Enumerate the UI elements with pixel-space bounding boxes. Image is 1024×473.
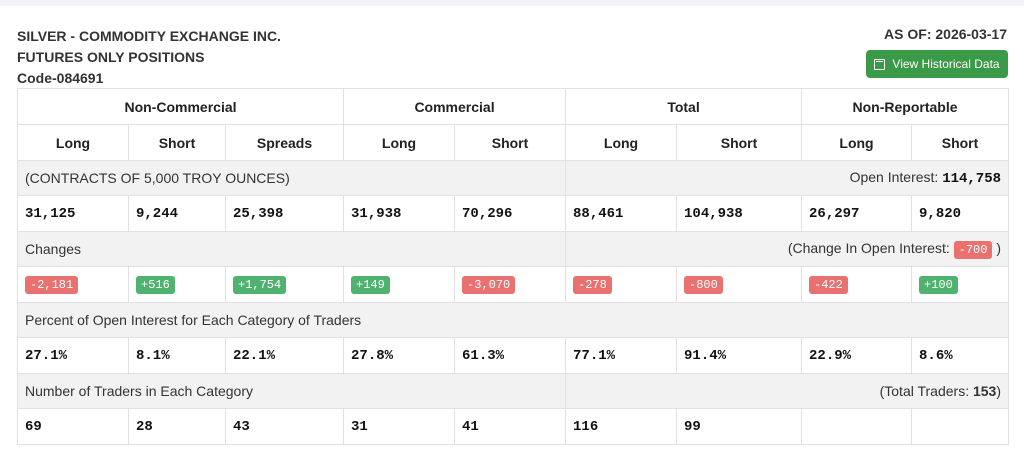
column-header-row: Long Short Spreads Long Short Long Short… (17, 124, 1010, 161)
percent-row: 27.1% 8.1% 22.1% 27.8% 61.3% 77.1% 91.4%… (17, 337, 1010, 374)
traders-label: Number of Traders in Each Category (16, 373, 567, 409)
percent-cell: 61.3% (454, 337, 567, 374)
position-cell: 88,461 (565, 195, 678, 232)
traders-cell: 31 (343, 408, 456, 445)
percent-cell: 22.1% (224, 337, 345, 374)
report-type: FUTURES ONLY POSITIONS (17, 49, 205, 65)
traders-cell: 69 (17, 408, 129, 445)
change-cell: +516 (128, 266, 226, 303)
change-badge: -800 (684, 276, 723, 294)
change-badge: +149 (351, 276, 390, 294)
open-interest: Open Interest: 114,758 (565, 160, 1010, 196)
change-badge: -3,070 (462, 276, 516, 294)
percent-cell: 27.1% (17, 337, 129, 374)
position-cell: 9,820 (911, 195, 1010, 232)
percent-cell: 8.6% (911, 337, 1010, 374)
change-badge: +1,754 (233, 276, 287, 294)
report-title: SILVER - COMMODITY EXCHANGE INC. FUTURES… (17, 26, 281, 89)
group-commercial: Commercial (343, 88, 567, 125)
position-cell: 26,297 (801, 195, 913, 232)
traders-cell (911, 408, 1010, 445)
percent-cell: 27.8% (343, 337, 456, 374)
position-cell: 104,938 (676, 195, 803, 232)
change-cell: -3,070 (454, 266, 567, 303)
change-open-interest: (Change In Open Interest: -700 ) (565, 231, 1010, 267)
positions-table: Non-Commercial Commercial Total Non-Repo… (16, 88, 1010, 445)
group-total: Total (565, 88, 803, 125)
change-cell: +100 (911, 266, 1010, 303)
col-noncomm-short: Short (128, 124, 226, 161)
total-traders: (Total Traders: 153) (565, 373, 1010, 409)
position-cell: 70,296 (454, 195, 567, 232)
change-cell: +149 (343, 266, 456, 303)
percent-cell: 77.1% (565, 337, 678, 374)
traders-cell (801, 408, 913, 445)
col-nonrep-short: Short (911, 124, 1010, 161)
traders-cell: 99 (676, 408, 803, 445)
change-cell: +1,754 (224, 266, 345, 303)
total-traders-value: 153 (972, 383, 997, 399)
calendar-icon (874, 58, 886, 70)
traders-cell: 41 (454, 408, 567, 445)
change-cell: -2,181 (17, 266, 129, 303)
change-cell: -800 (676, 266, 803, 303)
change-badge: +516 (136, 276, 175, 294)
change-oi-prefix: (Change In Open Interest: (787, 239, 954, 256)
percent-label: Percent of Open Interest for Each Catego… (16, 302, 1010, 338)
traders-cell: 116 (565, 408, 678, 445)
traders-cell: 43 (224, 408, 345, 445)
total-traders-prefix: (Total Traders: (879, 383, 973, 399)
percent-header-row: Percent of Open Interest for Each Catego… (16, 302, 1010, 338)
position-cell: 9,244 (128, 195, 226, 232)
change-badge: -2,181 (25, 276, 79, 294)
as-of-date: AS OF: 2026-03-17 (884, 26, 1007, 42)
change-badge: -278 (573, 276, 612, 294)
contracts-label: (CONTRACTS OF 5,000 TROY OUNCES) (16, 160, 567, 196)
changes-row: -2,181 +516 +1,754 +149 -3,070 -278 -800… (17, 266, 1010, 303)
position-cell: 25,398 (224, 195, 345, 232)
col-total-long: Long (565, 124, 678, 161)
percent-cell: 8.1% (128, 337, 226, 374)
changes-label: Changes (16, 231, 567, 267)
contracts-row: (CONTRACTS OF 5,000 TROY OUNCES) Open In… (16, 160, 1010, 196)
open-interest-value: 114,758 (942, 171, 1002, 187)
change-badge: +100 (919, 276, 958, 294)
col-noncomm-long: Long (17, 124, 129, 161)
change-oi-badge: -700 (953, 240, 993, 259)
position-cell: 31,938 (343, 195, 456, 232)
col-noncomm-spreads: Spreads (224, 124, 345, 161)
traders-row: 69 28 43 31 41 116 99 (17, 408, 1010, 445)
group-non-commercial: Non-Commercial (16, 88, 345, 125)
percent-cell: 22.9% (801, 337, 913, 374)
group-non-reportable: Non-Reportable (801, 88, 1010, 125)
commodity-name: SILVER - COMMODITY EXCHANGE INC. (17, 28, 281, 44)
open-interest-label: Open Interest: (849, 169, 943, 185)
view-historical-data-label: View Historical Data (892, 57, 1000, 71)
position-cell: 31,125 (17, 195, 129, 232)
change-cell: -422 (801, 266, 913, 303)
col-total-short: Short (676, 124, 803, 161)
traders-header-row: Number of Traders in Each Category (Tota… (16, 373, 1010, 409)
group-header-row: Non-Commercial Commercial Total Non-Repo… (16, 88, 1010, 125)
change-badge: -422 (809, 276, 848, 294)
changes-header-row: Changes (Change In Open Interest: -700 ) (16, 231, 1010, 267)
traders-cell: 28 (128, 408, 226, 445)
col-comm-long: Long (343, 124, 456, 161)
total-traders-suffix: ) (996, 383, 1002, 399)
change-oi-suffix: ) (992, 239, 1002, 256)
col-nonrep-long: Long (801, 124, 913, 161)
col-comm-short: Short (454, 124, 567, 161)
change-cell: -278 (565, 266, 678, 303)
view-historical-data-button[interactable]: View Historical Data (866, 50, 1008, 78)
percent-cell: 91.4% (676, 337, 803, 374)
positions-row: 31,125 9,244 25,398 31,938 70,296 88,461… (17, 195, 1010, 232)
commodity-code: Code-084691 (17, 70, 104, 86)
